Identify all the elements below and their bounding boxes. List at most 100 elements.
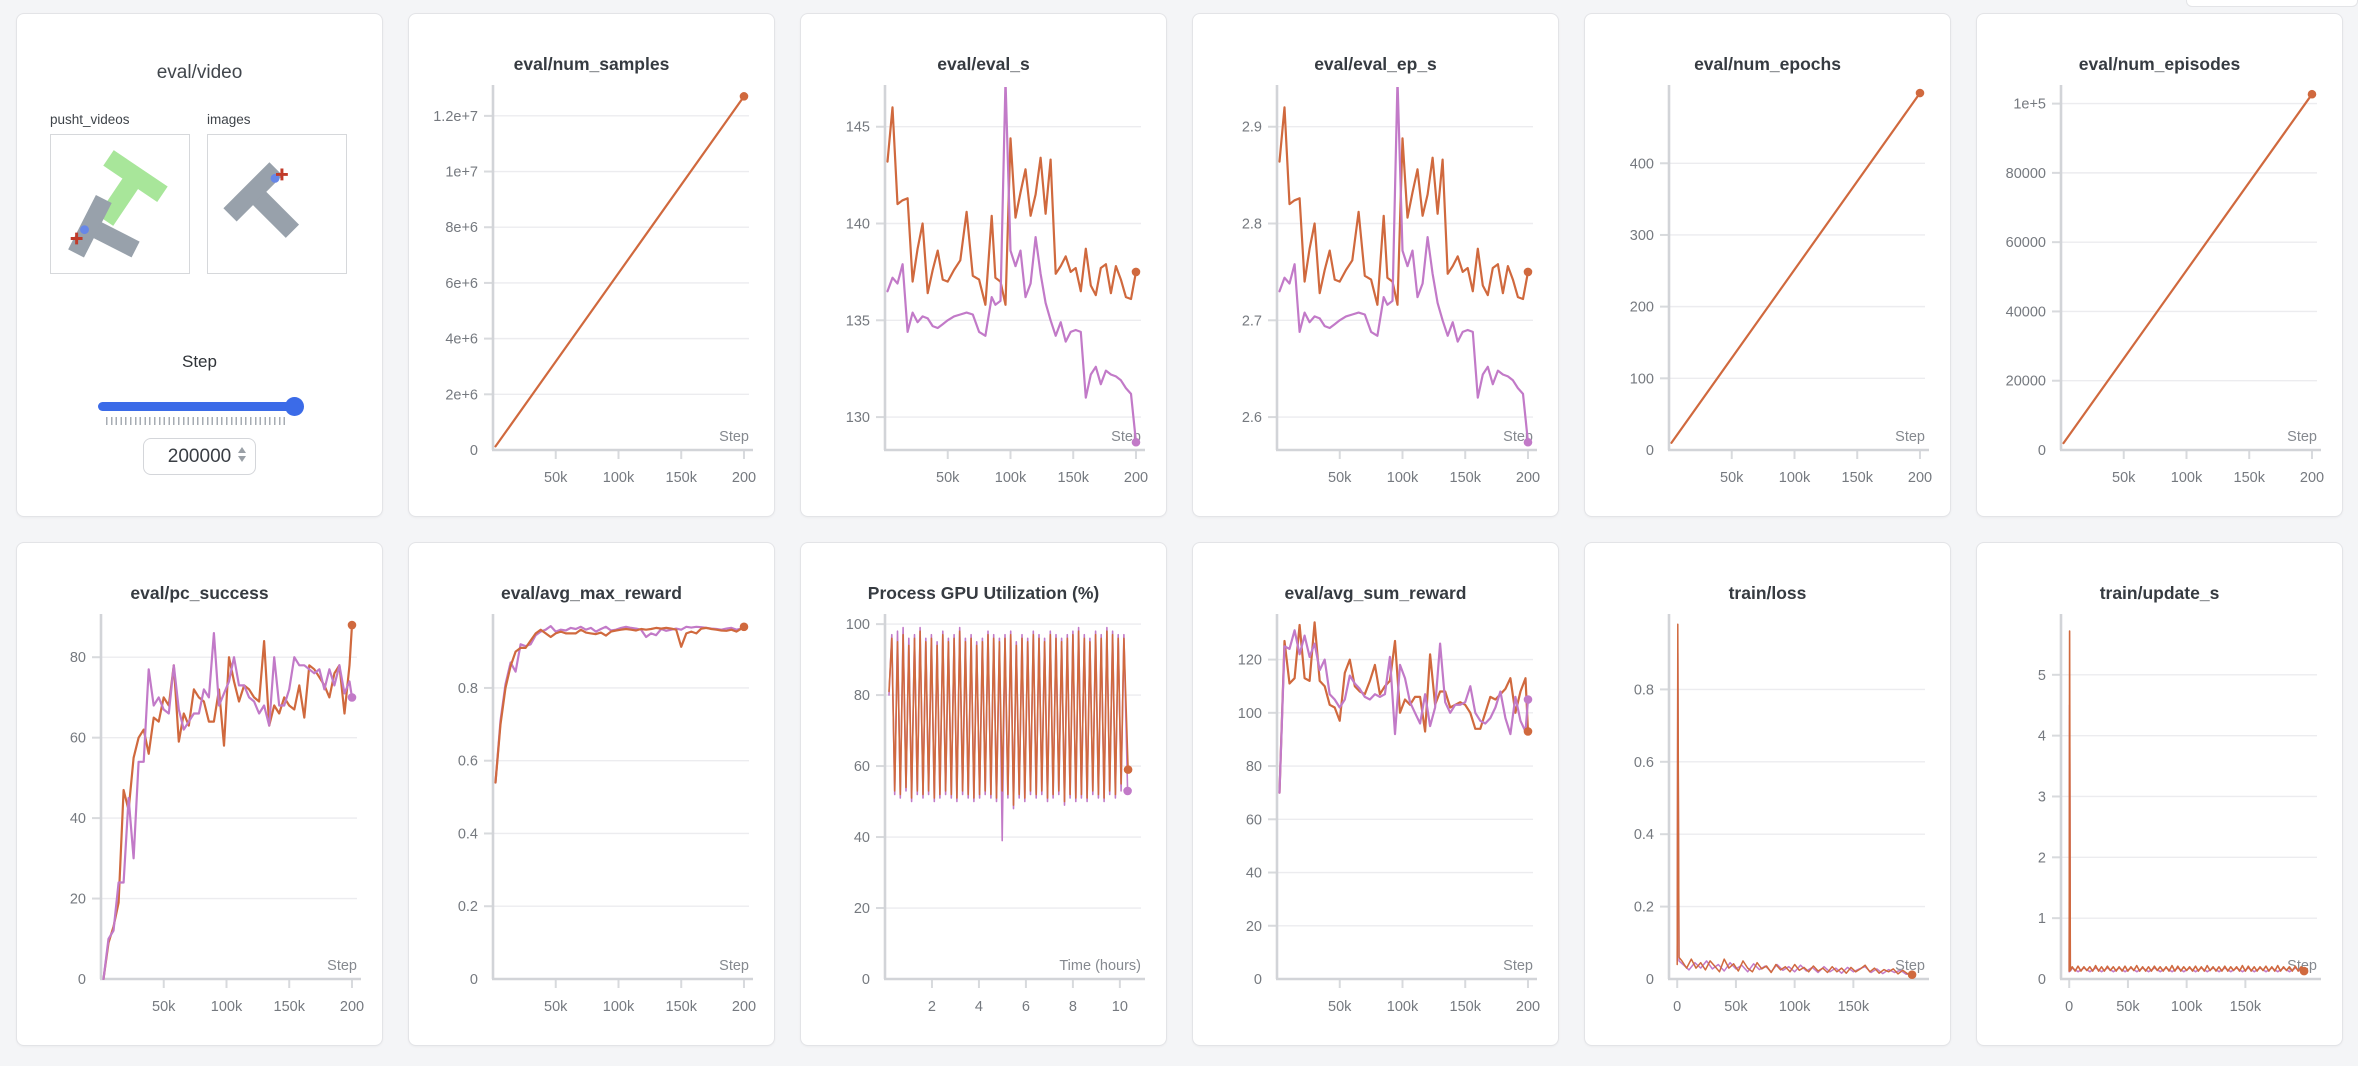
x-tick-label: 2 <box>928 999 936 1015</box>
panel-eval-num-episodes: eval/num_episodes 0 20000 40000 60000 80000 1e… <box>1976 13 2343 517</box>
chart-plot[interactable]: 0 20 40 60 80 100 2 4 6 8 10 Time (hours) <box>801 607 1166 1045</box>
chart-plot[interactable]: 0 20000 40000 60000 80000 1e+5 50k 100k 150k 200 S… <box>1977 78 2342 516</box>
y-tick-label: 1 <box>2038 911 2046 927</box>
y-tick-label: 140 <box>846 217 870 233</box>
step-slider-label: Step <box>182 352 217 371</box>
spinner-down-icon[interactable] <box>238 456 246 462</box>
y-tick-label: 145 <box>846 120 870 136</box>
chart-title: eval/num_epochs <box>1694 54 1841 74</box>
chart-title: eval/num_episodes <box>2078 54 2241 74</box>
series-endpoint-orange <box>1523 727 1533 736</box>
panel-eval-num-epochs: eval/num_epochs 0 100 200 300 400 50k 100k 150k 2… <box>1584 13 1951 517</box>
x-tick-label: 150k <box>2230 999 2262 1015</box>
y-tick-label: 2 <box>2038 850 2046 866</box>
x-tick-label: 50k <box>2112 470 2136 486</box>
x-tick-label: 50k <box>1724 999 1748 1015</box>
y-tick-label: 2.9 <box>1242 120 1262 136</box>
media-label-images: images <box>207 112 251 127</box>
y-tick-label: 20 <box>854 901 870 917</box>
x-tick-label: 150k <box>2234 470 2266 486</box>
images-thumbnail[interactable] <box>207 134 347 274</box>
x-tick-label: 150k <box>1842 470 1874 486</box>
y-tick-label: 0.6 <box>1634 755 1654 771</box>
series-endpoint-purple <box>1123 786 1132 796</box>
x-tick-label: 150k <box>666 999 698 1015</box>
x-axis-label: Time (hours) <box>1059 958 1141 974</box>
x-tick-label: 150k <box>274 999 306 1015</box>
chart-plot[interactable]: 0 1 2 3 4 5 0 50k 100k 150k Step <box>1977 607 2342 1045</box>
series-endpoint-purple <box>347 693 357 702</box>
panel-train-update-s: train/update_s 0 1 2 3 4 5 0 50k 100k 150k Step <box>1976 542 2343 1046</box>
y-tick-label: 120 <box>1238 653 1262 669</box>
chart-plot[interactable]: 0 100 200 300 400 50k 100k 150k 200 Step <box>1585 78 1950 516</box>
series-endpoint-orange <box>2299 966 2309 976</box>
y-tick-label: 1e+7 <box>445 165 478 181</box>
step-slider[interactable] <box>98 397 304 416</box>
x-axis-label: Step <box>2287 429 2317 445</box>
chart-title: Process GPU Utilization (%) <box>867 583 1100 603</box>
step-input-spinner[interactable] <box>238 447 246 462</box>
series-line-orange <box>1278 621 1530 794</box>
x-tick-label: 200 <box>1516 999 1540 1015</box>
panel-eval-eval-ep-s: eval/eval_ep_s 2.6 2.7 2.8 2.9 50k 100k 150k 200… <box>1192 13 1559 517</box>
gray-t-shape <box>68 194 140 258</box>
series-line-orange <box>888 630 1129 806</box>
panel-eval-avg-sum-reward: eval/avg_sum_reward 0 20 40 60 80 100 120 50k 100… <box>1192 542 1559 1046</box>
series-line-purple <box>1278 629 1530 794</box>
x-tick-label: 100k <box>995 470 1027 486</box>
chart-title: eval/eval_ep_s <box>1314 54 1437 74</box>
x-tick-label: 150k <box>1058 470 1090 486</box>
pusht-video-thumbnail[interactable] <box>50 134 190 274</box>
step-input[interactable]: 200000 <box>143 438 256 475</box>
x-tick-label: 50k <box>1328 470 1352 486</box>
x-tick-label: 100k <box>2171 999 2203 1015</box>
y-tick-label: 0.4 <box>1634 827 1654 843</box>
x-tick-label: 50k <box>1328 999 1352 1015</box>
x-tick-label: 100k <box>1387 470 1419 486</box>
agent-dot <box>80 225 89 235</box>
y-tick-label: 0.6 <box>458 754 478 770</box>
series-line-purple <box>888 626 1129 842</box>
x-tick-label: 200 <box>1516 470 1540 486</box>
series-endpoint-orange <box>2307 89 2317 99</box>
series-endpoint-orange <box>1523 267 1533 277</box>
x-tick-label: 200 <box>2300 470 2324 486</box>
series-line-orange <box>494 625 746 784</box>
target-cross-icon <box>276 168 288 181</box>
y-tick-label: 60000 <box>2006 235 2046 251</box>
y-tick-label: 0 <box>470 443 478 459</box>
spinner-up-icon[interactable] <box>238 447 246 453</box>
step-slider-thumb[interactable] <box>285 397 304 416</box>
x-tick-label: 50k <box>2116 999 2140 1015</box>
chart-plot[interactable]: 0 0.2 0.4 0.6 0.8 50k 100k 150k 200 Step <box>409 607 774 1045</box>
series-line-orange <box>1676 623 1913 976</box>
x-axis-label: Step <box>719 958 749 974</box>
series-line-orange <box>102 623 354 980</box>
y-tick-label: 2e+6 <box>445 387 478 403</box>
panel-eval-pc-success: eval/pc_success 0 20 40 60 80 50k 100k 150k 200 St… <box>16 542 383 1046</box>
chart-title: eval/num_samples <box>513 54 670 74</box>
y-tick-label: 4e+6 <box>445 332 478 348</box>
y-tick-label: 20000 <box>2006 374 2046 390</box>
x-tick-label: 150k <box>666 470 698 486</box>
y-tick-label: 60 <box>854 759 870 775</box>
y-tick-label: 200 <box>1630 300 1654 316</box>
pusht-video-frame <box>68 150 168 258</box>
media-label-pusht-videos: pusht_videos <box>50 112 130 127</box>
chart-plot[interactable]: 0 20 40 60 80 50k 100k 150k 200 Step <box>17 607 382 1045</box>
x-tick-label: 150k <box>1450 999 1482 1015</box>
x-tick-label: 50k <box>544 470 568 486</box>
images-frame <box>223 162 300 238</box>
chart-plot[interactable]: 0 20 40 60 80 100 120 50k 100k 150k 200 Step <box>1193 607 1558 1045</box>
agent-dot <box>270 173 280 183</box>
green-t-shape <box>97 150 168 226</box>
series-line-orange <box>2062 93 2314 445</box>
chart-plot[interactable]: 0 2e+6 4e+6 6e+6 8e+6 1e+7 1.2e+7 50k 100k 150k 20… <box>409 78 774 516</box>
series-line-orange <box>886 106 1138 306</box>
x-axis-label: Step <box>327 958 357 974</box>
y-tick-label: 0 <box>1254 972 1262 988</box>
y-tick-label: 0 <box>1646 972 1654 988</box>
